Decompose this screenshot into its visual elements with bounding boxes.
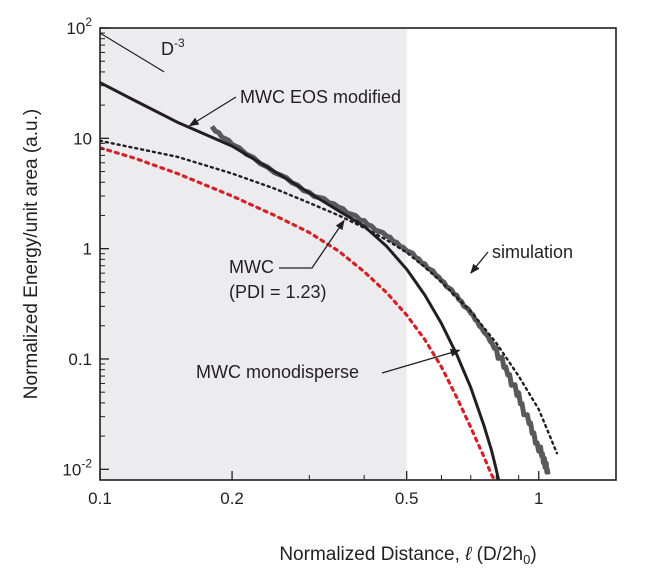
- x-tick-label: 0.5: [395, 489, 419, 508]
- x-axis-label: Normalized Distance, ℓ (D/2h0): [279, 544, 536, 567]
- series-mwc_monodisperse: [100, 146, 497, 480]
- pdi-label-line1: MWC: [229, 257, 274, 277]
- simulation-arrow: [470, 251, 489, 274]
- eos-arrow: [188, 96, 237, 127]
- eos-label: MWC EOS modified: [240, 87, 401, 107]
- series-mwc_eos_modified: [100, 81, 501, 480]
- d3-label: D-3: [161, 36, 185, 59]
- shaded-region: [100, 28, 407, 480]
- y-tick-label: 10: [73, 129, 92, 148]
- y-tick-label: 0.1: [68, 350, 92, 369]
- ticks-layer: 0.1 0.2 0.5 1 10-2 0.1 1 10 102: [62, 15, 543, 508]
- annotations: D-3 MWC EOS modified simulation MWC (PDI…: [161, 36, 573, 382]
- pdi-label-line2: (PDI = 1.23): [229, 282, 327, 302]
- y-tick-label: 10-2: [62, 456, 92, 479]
- y-axis-label: Normalized Energy/unit area (a.u.): [21, 109, 42, 399]
- x-tick-label: 0.2: [220, 489, 244, 508]
- pdi-arrow: [279, 219, 345, 269]
- x-tick-label: 0.1: [88, 489, 112, 508]
- simulation-label: simulation: [492, 242, 573, 262]
- x-tick-label: 1: [534, 489, 543, 508]
- d3-reference-line: [99, 32, 165, 73]
- monodisperse-arrow: [381, 348, 461, 374]
- y-tick-label: 1: [83, 240, 92, 259]
- monodisperse-label: MWC monodisperse: [196, 362, 359, 382]
- series-layer: [100, 81, 559, 480]
- y-tick-label: 102: [66, 15, 92, 38]
- series-mwc_pdi: [100, 139, 559, 455]
